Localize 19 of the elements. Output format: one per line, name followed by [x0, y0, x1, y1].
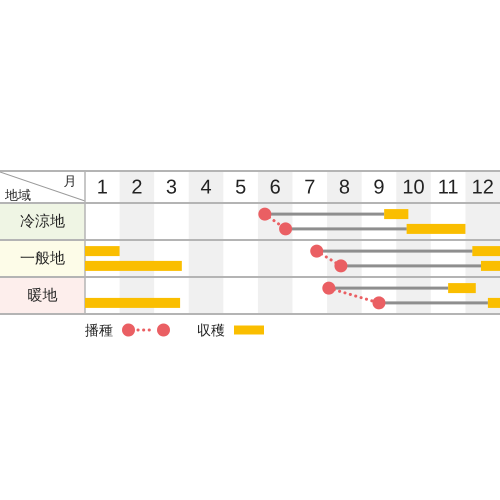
ylabel: 地域: [5, 188, 31, 202]
tick-label: 6: [270, 176, 281, 198]
tick-label: 10: [402, 176, 425, 198]
xlabel: 月: [64, 174, 76, 188]
tick-label: 4: [200, 176, 212, 198]
tick-label: 12: [472, 176, 494, 198]
legend-label: 播種: [85, 322, 113, 338]
category-label: 暖地: [28, 287, 58, 304]
tick-label: 8: [338, 176, 350, 198]
tick-label: 9: [373, 176, 385, 198]
category-label: 冷涼地: [20, 213, 65, 230]
tick-label: 7: [304, 176, 316, 198]
category-label: 一般地: [20, 250, 65, 267]
legend-label: 収穫: [197, 322, 225, 338]
tick-label: 11: [438, 176, 458, 198]
tick-label: 1: [96, 176, 108, 198]
tick-label: 3: [166, 176, 178, 198]
tick-label: 5: [235, 176, 246, 198]
tick-label: 2: [131, 176, 142, 198]
